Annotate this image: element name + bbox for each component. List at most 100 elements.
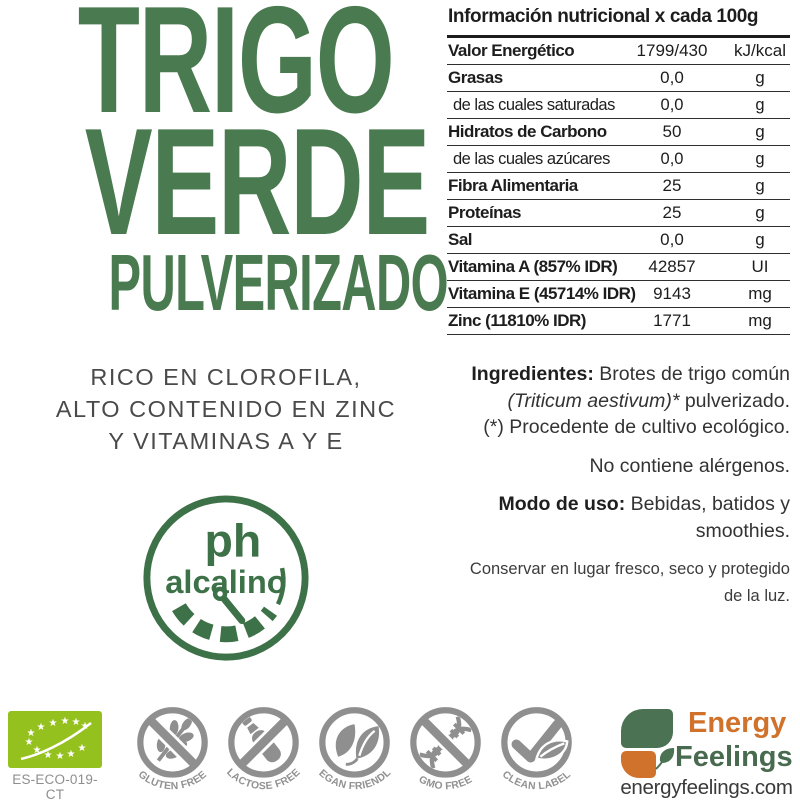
nutrient-unit: g	[755, 230, 765, 249]
nutrient-label: Fibra Alimentaria	[448, 176, 578, 195]
nutrient-label: Zinc (11810% IDR)	[448, 311, 586, 330]
badge-gluten-free: GLUTEN FREE	[129, 704, 216, 800]
ph-logo-circle	[143, 495, 309, 661]
ingredients-text: Brotes de trigo común	[593, 363, 790, 385]
nutrition-row: Zinc (11810% IDR) 1771 mg	[447, 308, 790, 335]
nutrition-row: Sal 0,0 g	[447, 227, 790, 254]
nutrition-table: Valor Energético 1799/430 kJ/kcal Grasas…	[447, 38, 790, 335]
prohibition-slash	[419, 716, 472, 769]
badge-gmo-free: GMO FREE	[402, 704, 489, 800]
brand-logo: Energy Feelings energyfeelings.com	[618, 705, 795, 800]
nutrition-row: de las cuales saturadas 0,0 g	[447, 92, 790, 119]
nutrition-row: de las cuales azúcares 0,0 g	[447, 146, 790, 173]
prohibition-slash	[237, 716, 290, 769]
nutrient-unit: g	[755, 176, 765, 195]
title-line-3: PULVERIZADO	[108, 238, 449, 328]
nutrition-table-header: Información nutricional x cada 100g	[447, 5, 790, 38]
nutrient-unit: g	[755, 149, 765, 168]
badge-lactose-free: LACTOSE FREE	[220, 704, 307, 800]
nutrient-value: 1799/430	[636, 41, 708, 60]
nutrition-row: Proteínas 25 g	[447, 200, 790, 227]
right-column: Información nutricional x cada 100g Valo…	[447, 5, 790, 609]
nutrient-value: 0,0	[660, 95, 684, 114]
svg-text:LACTOSE FREE: LACTOSE FREE	[224, 767, 303, 792]
eu-organic-caption: ES-ECO-019-CT Agricultura UE	[4, 772, 106, 800]
svg-text:★: ★	[44, 750, 53, 761]
prohibition-slash	[146, 716, 199, 769]
brand-leaf-shape-orange	[621, 751, 656, 778]
product-claims: RICO EN CLOROFILA, ALTO CONTENIDO EN ZIN…	[0, 361, 452, 457]
svg-text:★: ★	[25, 737, 34, 748]
nutrient-value: 25	[662, 176, 682, 195]
svg-text:★: ★	[37, 722, 46, 733]
nutrient-unit: mg	[748, 311, 772, 330]
badge-clean-label: CLEAN LABEL	[493, 704, 580, 800]
svg-text:★: ★	[56, 751, 65, 762]
title-line-2: VERDE	[84, 96, 431, 267]
svg-text:★: ★	[67, 749, 76, 760]
nutrient-unit: g	[755, 122, 765, 141]
nutrient-value: 25	[662, 203, 682, 222]
nutrient-unit: g	[755, 203, 765, 222]
usage-label: Modo de uso:	[498, 493, 626, 515]
nutrition-row: Vitamina A (857% IDR) 42857 UI	[447, 254, 790, 281]
latin-name: (Triticum aestivum)*	[507, 389, 680, 412]
nutrient-value: 1771	[653, 311, 691, 330]
nutrient-value: 9143	[653, 284, 691, 303]
ph-logo-ph-text: ph	[205, 514, 262, 566]
nutrient-label: Vitamina A (857% IDR)	[448, 257, 618, 276]
nutrient-unit: kJ/kcal	[734, 41, 786, 60]
nutrient-unit: g	[755, 95, 765, 114]
left-column: TRIGO VERDE PULVERIZADO RICO EN CLOROFIL…	[0, 0, 452, 669]
nutrition-row: Valor Energético 1799/430 kJ/kcal	[447, 38, 790, 65]
storage-instructions: Conservar en lugar fresco, seco y proteg…	[469, 560, 790, 605]
nutrient-value: 0,0	[660, 149, 684, 168]
nutrient-label: Proteínas	[448, 203, 521, 222]
svg-text:★: ★	[33, 745, 42, 756]
nutrition-row: Grasas 0,0 g	[447, 65, 790, 92]
svg-text:★: ★	[81, 721, 90, 732]
badge-vegan-friendly: VEGAN FRIENDLY	[311, 704, 398, 800]
eu-organic-logo: ★★★ ★★★ ★★★ ★★★ ES-ECO-019-CT Agricultur…	[4, 711, 106, 800]
ingredients-line-3: (*) Procedente de cultivo ecológico.	[483, 416, 790, 438]
usage-text: Bebidas, batidos y smoothies.	[625, 493, 790, 542]
nutrient-value: 0,0	[660, 230, 684, 249]
allergen-statement: No contiene alérgenos.	[589, 454, 790, 477]
badge-label: LACTOSE FREE	[224, 767, 302, 792]
certification-badges: GLUTEN FREE LA	[129, 704, 580, 800]
nutrient-label: Hidratos de Carbono	[448, 122, 607, 141]
title-line-1: TRIGO	[77, 0, 395, 145]
nutrient-label: Sal	[448, 230, 473, 249]
svg-text:★: ★	[78, 743, 87, 754]
svg-text:★: ★	[72, 717, 81, 728]
leaves-icon	[335, 724, 380, 766]
product-title: TRIGO VERDE PULVERIZADO	[0, 0, 452, 328]
brand-name-energy: Energy	[688, 707, 787, 739]
claim-line-1: RICO EN CLOROFILA,	[90, 364, 362, 391]
ingredients-line-1: Ingredientes: Brotes de trigo común	[447, 361, 790, 388]
svg-text:★: ★	[49, 718, 58, 729]
svg-text:★: ★	[61, 716, 70, 727]
brand-small-leaf-icon	[655, 748, 675, 770]
nutrition-row: Hidratos de Carbono 50 g	[447, 119, 790, 146]
ph-alkaline-logo: ph alcalino	[137, 491, 315, 669]
nutrient-value: 0,0	[660, 68, 684, 87]
nutrient-label: Grasas	[448, 68, 503, 87]
nutrition-row: Vitamina E (45714% IDR) 9143 mg	[447, 281, 790, 308]
nutrient-value: 50	[662, 122, 682, 141]
eu-organic-leaf-icon: ★★ ★ ★ ★ ★ ★★ ★ ★ ★★	[8, 711, 102, 768]
usage-line: Modo de uso: Bebidas, batidos y smoothie…	[447, 491, 790, 544]
nutrient-unit: mg	[748, 284, 772, 303]
nutrient-unit: UI	[751, 257, 769, 276]
nutrient-label: Vitamina E (45714% IDR)	[448, 284, 636, 303]
claim-line-3: Y VITAMINAS A Y E	[108, 428, 344, 455]
nutrient-label: Valor Energético	[448, 41, 575, 60]
ph-gauge-icon	[172, 567, 286, 643]
ingredients-label: Ingredientes:	[471, 363, 594, 385]
nutrient-value: 42857	[648, 257, 696, 276]
product-info-text: Ingredientes: Brotes de trigo común (Tri…	[447, 361, 790, 609]
check-leaf-icon	[511, 719, 569, 763]
brand-name-feelings: Feelings	[675, 741, 793, 773]
ingredients-line-2: (Triticum aestivum)* pulverizado.	[507, 389, 790, 412]
